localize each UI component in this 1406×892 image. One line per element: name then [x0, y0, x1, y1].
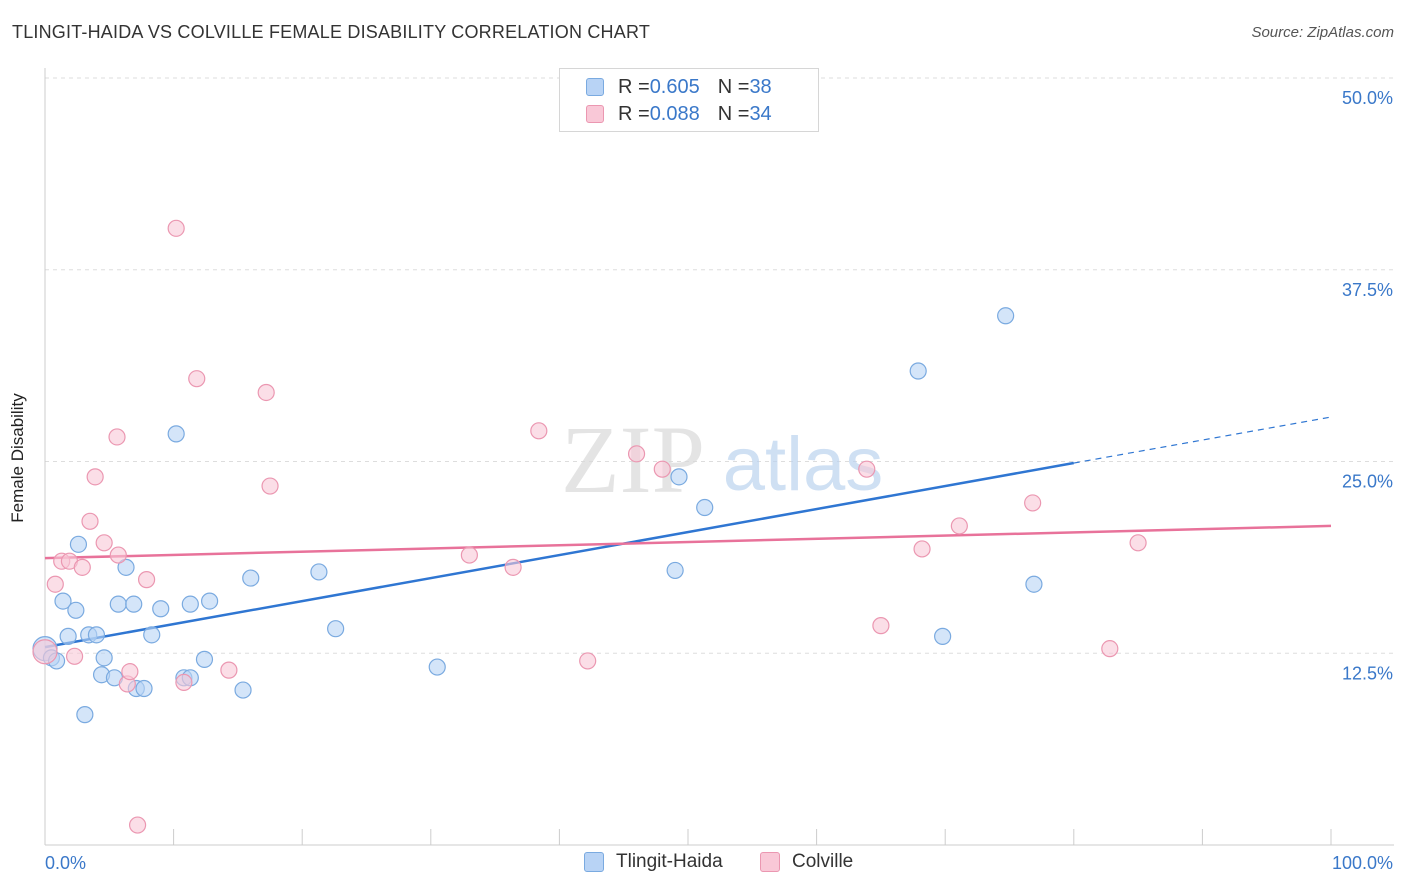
tlingit-haida-point	[934, 627, 952, 645]
colville-point	[73, 558, 91, 576]
colville-point	[261, 477, 279, 495]
colville-trendline	[44, 524, 1332, 560]
legend-r-label: R =	[618, 102, 650, 125]
colville-point	[65, 647, 84, 665]
colville-point	[128, 816, 147, 834]
colville-point	[108, 428, 126, 446]
tlingit-haida-point	[95, 649, 113, 667]
tlingit-haida-point	[125, 595, 143, 613]
correlation-legend: R = 0.605 N = 38 R = 0.088 N = 34	[559, 68, 819, 132]
legend-row-colville: R = 0.088 N = 34	[586, 102, 772, 126]
tlingit-haida-point	[195, 650, 214, 668]
tlingit-haida-point	[1025, 575, 1043, 593]
y-tick-label: 50.0%	[1342, 88, 1393, 108]
series-legend-item-colville[interactable]: Colville	[760, 851, 853, 873]
tlingit-haida-point	[327, 620, 345, 638]
tlingit-haida-point	[167, 425, 185, 443]
colville-point	[95, 534, 113, 552]
colville-point	[1129, 534, 1147, 552]
chart-title: TLINGIT-HAIDA VS COLVILLE FEMALE DISABIL…	[12, 22, 651, 42]
colville-point	[46, 575, 64, 593]
tlingit-haida-point	[310, 563, 328, 581]
series-swatch-blue	[584, 852, 604, 872]
colville-point	[858, 460, 876, 478]
colville-point	[86, 468, 104, 486]
colville-point	[913, 540, 931, 558]
legend-n-value: 38	[749, 75, 772, 98]
tlingit-haida-point	[135, 679, 153, 698]
tlingit-haida-point	[76, 706, 94, 724]
colville-point	[167, 219, 185, 237]
series-legend-item-tlingit-haida[interactable]: Tlingit-Haida	[584, 851, 723, 873]
colville-point	[137, 571, 156, 589]
series-swatch-pink	[760, 852, 780, 872]
tlingit-haida-point	[67, 601, 85, 619]
tlingit-haida-point	[69, 535, 88, 553]
tlingit-haida-point	[117, 558, 135, 576]
legend-n-label: N =	[717, 75, 750, 98]
trend-layer	[44, 416, 1332, 649]
colville-point	[1024, 494, 1042, 512]
tlingit-haida-point	[152, 600, 170, 618]
source-label: Source: ZipAtlas.com	[1251, 24, 1394, 41]
watermark-atlas: atlas	[723, 422, 884, 507]
points-layer	[32, 219, 1147, 834]
y-tick-label: 37.5%	[1342, 280, 1393, 300]
tlingit-haida-point	[143, 626, 161, 644]
y-tick-label: 12.5%	[1342, 663, 1393, 683]
colville-point	[530, 422, 548, 440]
tlingit-haida-point	[59, 627, 77, 645]
colville-point	[175, 673, 193, 691]
colville-point	[220, 661, 238, 679]
tlingit-haida-point	[181, 595, 199, 613]
tlingit-haida-point	[54, 592, 72, 610]
colville-point	[460, 546, 478, 564]
colville-point	[653, 460, 671, 478]
colville-point	[188, 370, 206, 388]
tlingit-haida-trendline-extension	[1073, 416, 1332, 464]
colville-point	[1101, 640, 1119, 658]
x-tick-label: 100.0%	[1332, 853, 1393, 873]
series-legend-label: Tlingit-Haida	[616, 851, 723, 872]
legend-row-tlingit-haida: R = 0.605 N = 38	[586, 75, 772, 99]
watermark: ZIP atlas	[561, 406, 883, 513]
tlingit-haida-point	[997, 307, 1015, 325]
colville-point	[109, 546, 127, 564]
colville-point	[950, 517, 968, 535]
tlingit-haida-point	[109, 595, 127, 613]
series-legend-label: Colville	[792, 851, 854, 872]
colville-point	[32, 639, 58, 665]
tlingit-haida-point	[234, 681, 252, 699]
tlingit-haida-point	[87, 626, 106, 644]
tlingit-haida-point	[670, 468, 688, 486]
grid-layer	[45, 77, 1394, 654]
tlingit-haida-point	[242, 569, 260, 587]
colville-point	[504, 558, 522, 576]
legend-r-value: 0.605	[649, 75, 700, 98]
legend-n-label: N =	[717, 102, 750, 125]
x-tick-label: 0.0%	[45, 853, 86, 873]
legend-r-label: R =	[618, 75, 650, 98]
colville-point	[81, 512, 99, 530]
axes-layer	[44, 68, 1394, 846]
y-tick-label: 25.0%	[1342, 472, 1393, 492]
tlingit-haida-point	[666, 561, 684, 580]
colville-point	[121, 663, 139, 681]
tlingit-haida-point	[428, 658, 446, 676]
colville-point	[579, 652, 597, 670]
colville-point	[257, 383, 275, 402]
series-legend: Tlingit-Haida Colville	[0, 851, 1406, 877]
legend-swatch-pink	[586, 105, 604, 123]
tlingit-haida-point	[696, 498, 714, 517]
colville-point	[627, 445, 646, 463]
colville-point	[872, 617, 890, 635]
tlingit-haida-trendline	[44, 461, 1075, 649]
tick-labels: 12.5% 25.0% 37.5% 50.0% 0.0% 100.0%	[45, 88, 1393, 873]
legend-swatch-blue	[586, 78, 604, 96]
tlingit-haida-point	[909, 362, 927, 380]
legend-n-value: 34	[749, 102, 772, 125]
legend-r-value: 0.088	[649, 102, 700, 125]
tlingit-haida-point	[201, 592, 219, 610]
